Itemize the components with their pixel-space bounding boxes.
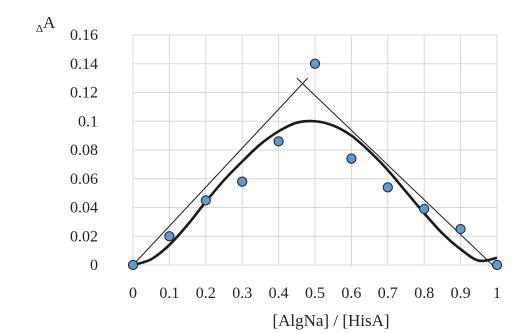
data-point [164, 231, 175, 242]
tangent-lines [132, 77, 498, 270]
data-point [273, 136, 284, 147]
x-tick-label: 1 [493, 285, 501, 302]
x-tick-label: 0.2 [196, 285, 216, 302]
data-point [237, 176, 248, 187]
y-tick-label: 0 [90, 257, 98, 274]
x-tick-label: 0.8 [414, 285, 434, 302]
data-point [455, 223, 466, 235]
x-tick-label: 0.7 [378, 285, 398, 302]
data-point [382, 182, 393, 193]
y-tick-label: 0.02 [70, 228, 98, 245]
y-tick-labels: 0 0.02 0.04 0.06 0.08 0.1 0.12 0.14 0.16 [70, 27, 98, 274]
data-point [419, 203, 430, 215]
y-tick-label: 0.06 [70, 171, 98, 188]
x-tick-label: 0 [129, 285, 137, 302]
x-tick-label: 0.3 [232, 285, 252, 302]
y-tick-label: 0.12 [70, 85, 98, 102]
x-tick-label: 0.6 [341, 285, 361, 302]
fit-curve [132, 119, 498, 267]
x-tick-label: 0.9 [451, 285, 471, 302]
data-point [346, 153, 357, 164]
y-axis-label-delta: Δ [36, 23, 43, 35]
grid [132, 34, 498, 266]
data-point [309, 58, 321, 69]
x-tick-label: 0.4 [269, 285, 289, 302]
x-tick-labels: 0 0.1 0.2 0.3 0.4 0.5 0.6 0.7 0.8 0.9 1 [129, 285, 501, 302]
y-tick-label: 0.16 [70, 27, 98, 44]
fit-curve-layer [132, 119, 498, 267]
data-point [127, 259, 139, 271]
y-tick-label: 0.1 [78, 113, 98, 130]
x-tick-label: 0.5 [305, 285, 325, 302]
tangent-line [296, 77, 498, 270]
data-point [491, 259, 503, 271]
y-tick-label: 0.08 [70, 142, 98, 159]
tangent-line [132, 77, 309, 266]
x-axis-label: [AlgNa] / [HisA] [272, 311, 389, 330]
y-axis-label: A [43, 13, 56, 32]
data-points [127, 58, 503, 271]
y-tick-label: 0.04 [70, 200, 98, 217]
x-tick-label: 0.1 [159, 285, 179, 302]
y-tick-label: 0.14 [70, 56, 98, 73]
data-point [200, 195, 211, 206]
